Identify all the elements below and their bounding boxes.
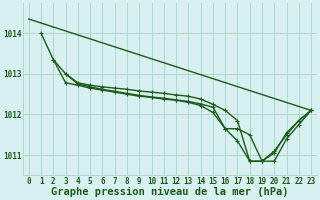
X-axis label: Graphe pression niveau de la mer (hPa): Graphe pression niveau de la mer (hPa)	[51, 187, 289, 197]
